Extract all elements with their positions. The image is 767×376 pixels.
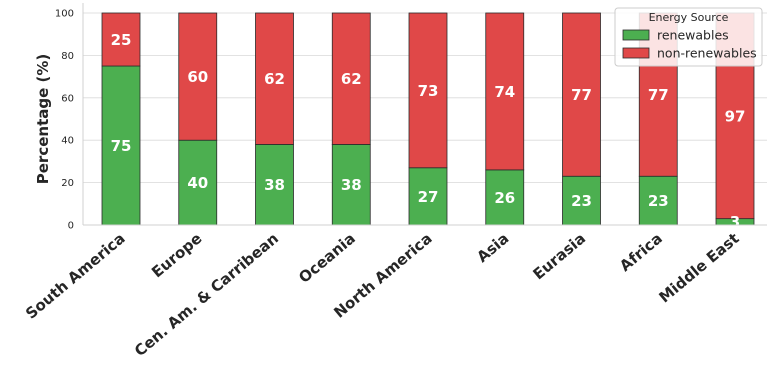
bar-segment xyxy=(101,65,141,226)
data-label: 73 xyxy=(418,82,439,100)
x-tick-label: Oceania xyxy=(295,229,359,286)
bar-segment xyxy=(638,175,678,226)
legend-label: non-renewables xyxy=(657,46,757,61)
data-label: 27 xyxy=(418,188,439,206)
legend-box xyxy=(614,7,763,67)
x-tick-label: Eurasia xyxy=(530,229,590,283)
legend-swatch xyxy=(622,47,650,59)
y-tick-label: 20 xyxy=(61,178,74,189)
bar-segment xyxy=(255,12,294,145)
data-label: 77 xyxy=(571,86,592,104)
x-tick-label: Middle East xyxy=(655,229,742,306)
data-label: 62 xyxy=(341,70,362,88)
data-label: 23 xyxy=(648,192,669,210)
bar-segment xyxy=(562,12,601,177)
x-tick-label: Africa xyxy=(616,229,666,275)
data-label: 60 xyxy=(187,68,208,86)
x-tick-label: South America xyxy=(22,229,128,322)
y-tick-label: 100 xyxy=(55,9,74,20)
legend-items: renewables non-renewables xyxy=(622,28,757,61)
data-label: 40 xyxy=(187,174,208,192)
data-label: 25 xyxy=(111,31,132,49)
legend-label: renewables xyxy=(657,28,729,43)
bars xyxy=(101,12,755,226)
bar-segment xyxy=(101,12,141,67)
y-axis-label: Percentage (%) xyxy=(34,54,52,184)
y-tick-label: 80 xyxy=(61,51,74,62)
legend-title: Energy Source xyxy=(649,11,729,24)
legend-swatch xyxy=(622,29,650,41)
bar-segment xyxy=(408,167,448,226)
data-labels: 75 25 40 60 38 62 38 62 27 73 26 74 23 77 23 77 3 97 xyxy=(111,31,746,231)
data-label: 74 xyxy=(494,83,515,101)
data-label: 62 xyxy=(264,70,285,88)
data-label: 3 xyxy=(730,213,740,231)
data-label: 23 xyxy=(571,192,592,210)
data-label: 75 xyxy=(111,137,132,155)
bar-segment xyxy=(331,12,371,145)
x-tick-label: Asia xyxy=(473,229,512,266)
y-tick-label: 60 xyxy=(61,93,74,104)
bar-segment xyxy=(178,12,218,141)
bar-segment xyxy=(485,12,525,171)
bar-segment xyxy=(485,169,525,226)
data-label: 38 xyxy=(264,176,285,194)
bar-segment xyxy=(408,12,448,169)
bar-segment xyxy=(178,139,218,226)
legend: Energy Source renewables non-renewables xyxy=(614,7,763,67)
data-label: 77 xyxy=(648,86,669,104)
y-tick-label: 0 xyxy=(68,221,74,232)
y-tick-label: 40 xyxy=(61,136,74,147)
x-tick-label: Europe xyxy=(148,229,205,281)
data-label: 97 xyxy=(725,107,746,125)
data-label: 38 xyxy=(341,176,362,194)
x-tick-label: Cen. Am. & Carribean xyxy=(131,229,282,360)
bar-segment xyxy=(562,175,601,226)
data-label: 26 xyxy=(494,189,515,207)
